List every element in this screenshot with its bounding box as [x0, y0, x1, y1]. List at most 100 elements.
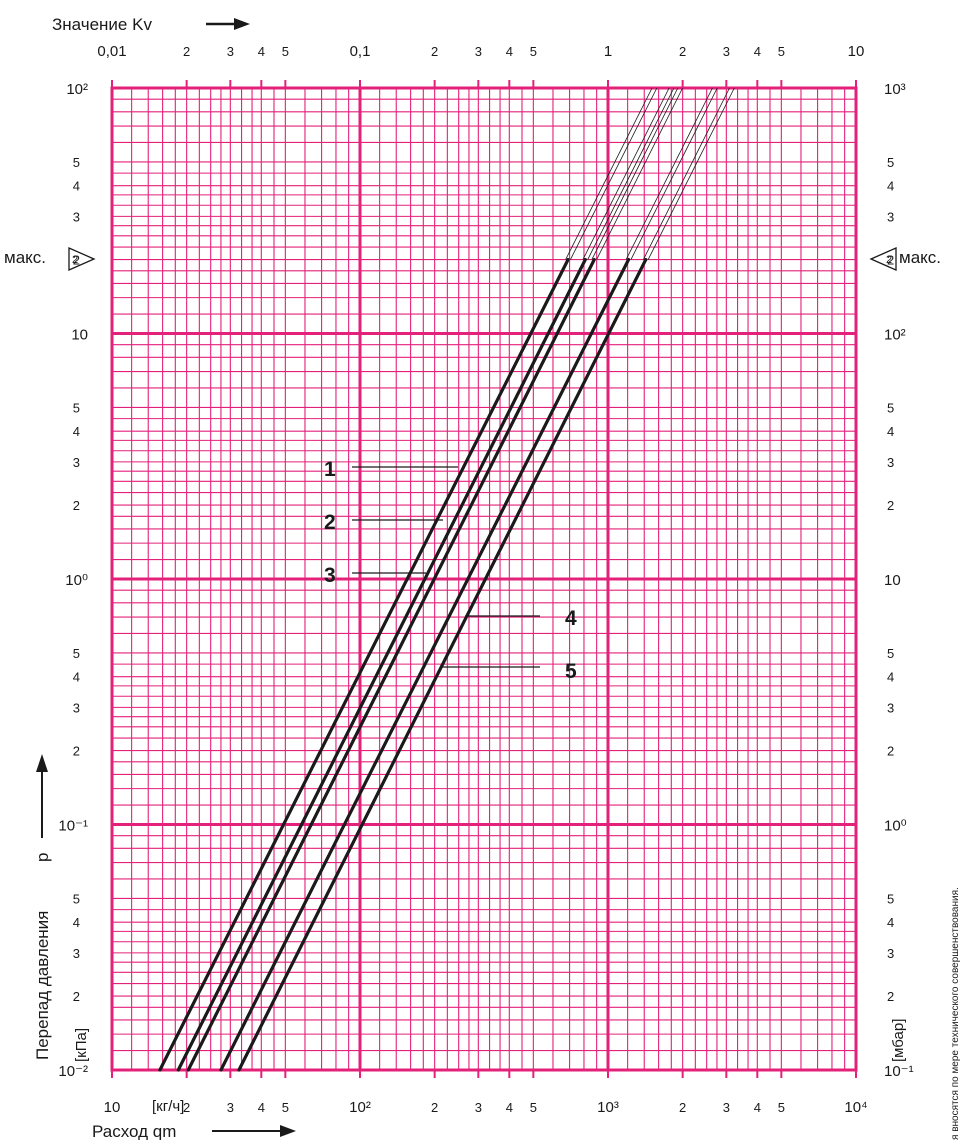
- top-tick-major-2: 1: [604, 43, 612, 60]
- top-tick-minor--2-3: 5: [282, 44, 289, 59]
- left-tick-minor-0-0: 2: [73, 498, 80, 513]
- top-tick-minor-0-3: 5: [778, 44, 785, 59]
- curve-line-1: [158, 257, 570, 1072]
- bottom-axis-arrow-icon: [212, 1125, 296, 1137]
- left-tick-major-0: 10⁻²: [58, 1063, 88, 1080]
- left-tick-minor--1-0: 2: [73, 744, 80, 759]
- left-tick-minor--2-2: 4: [73, 915, 80, 930]
- max-symbol-left: 2: [72, 254, 78, 266]
- bottom-tick-minor-2-2: 4: [506, 1100, 513, 1115]
- bottom-tick-minor-2-0: 2: [431, 1100, 438, 1115]
- curve-extension-b-1: [570, 87, 658, 260]
- top-tick-minor--2-2: 4: [258, 44, 265, 59]
- curve-label-4: 4: [565, 607, 577, 630]
- max-triangle-right-icon: [869, 247, 897, 271]
- right-tick-minor-1-3: 5: [887, 400, 894, 415]
- left-axis-title: Перепад давления: [33, 911, 52, 1060]
- left-tick-major-4: 10²: [66, 81, 88, 98]
- right-tick-minor-2-0: 2: [887, 253, 894, 268]
- left-tick-minor--1-2: 4: [73, 670, 80, 685]
- top-tick-major-0: 0,01: [97, 43, 126, 60]
- curve-label-2: 2: [324, 511, 336, 534]
- right-tick-minor-2-1: 3: [887, 209, 894, 224]
- right-tick-minor-0-0: 2: [887, 744, 894, 759]
- left-axis-symbol: p: [33, 853, 52, 862]
- right-tick-minor-0-2: 4: [887, 670, 894, 685]
- curves: [158, 87, 735, 1072]
- top-tick-major-1: 0,1: [350, 43, 371, 60]
- top-tick-minor-0-1: 3: [723, 44, 730, 59]
- curve-extension-a-5: [643, 87, 730, 260]
- bottom-tick-major-2: 10³: [597, 1099, 619, 1116]
- top-tick-major-3: 10: [848, 43, 865, 60]
- left-tick-minor-0-3: 5: [73, 400, 80, 415]
- curve-label-1: 1: [324, 458, 336, 481]
- left-tick-minor--2-1: 3: [73, 946, 80, 961]
- right-tick-minor-2-2: 4: [887, 179, 894, 194]
- bottom-tick-minor-2-3: 5: [530, 1100, 537, 1115]
- curve-label-3: 3: [324, 564, 336, 587]
- tick-labels: 0,01 0,1 1 10 2 3 4 5 2 3 4 5 2 3 4 5 10 10² 10³ 10⁴ 2 3 4 5 2 3 4…: [58, 43, 913, 1116]
- curve-label-5: 5: [565, 660, 577, 683]
- max-label-right: макс.: [899, 248, 941, 267]
- curve-extension-a-1: [565, 87, 653, 260]
- left-tick-major-2: 10⁰: [65, 572, 88, 589]
- right-tick-major-4: 10³: [884, 81, 906, 98]
- side-note: я вносятся по мере технического совершен…: [950, 887, 961, 1140]
- bottom-tick-minor-2-1: 3: [475, 1100, 482, 1115]
- right-tick-minor-2-3: 5: [887, 155, 894, 170]
- curve-line-3: [186, 257, 596, 1072]
- bottom-tick-minor-1-3: 5: [282, 1100, 289, 1115]
- bottom-tick-minor-3-1: 3: [723, 1100, 730, 1115]
- left-tick-minor-1-3: 5: [73, 155, 80, 170]
- right-axis-unit: [мбар]: [890, 1019, 907, 1062]
- left-tick-major-3: 10: [71, 327, 88, 344]
- curve-extension-b-2: [587, 87, 675, 260]
- bottom-tick-minor-1-0: 2: [183, 1100, 190, 1115]
- right-tick-minor--1-3: 5: [887, 891, 894, 906]
- curve-extension-a-4: [625, 87, 713, 260]
- bottom-tick-minor-1-1: 3: [227, 1100, 234, 1115]
- bottom-tick-minor-3-0: 2: [679, 1100, 686, 1115]
- left-tick-minor--1-1: 3: [73, 700, 80, 715]
- left-tick-minor--1-3: 5: [73, 646, 80, 661]
- left-tick-minor--2-0: 2: [73, 989, 80, 1004]
- bottom-tick-minor-1-2: 4: [258, 1100, 265, 1115]
- bottom-axis-unit: [кг/ч]: [152, 1098, 184, 1115]
- right-tick-major-1: 10⁰: [884, 818, 907, 835]
- bottom-axis-title: Расход qm: [92, 1122, 176, 1140]
- bottom-tick-major-3: 10⁴: [844, 1099, 867, 1116]
- right-tick-minor-1-0: 2: [887, 498, 894, 513]
- top-tick-minor--1-1: 3: [475, 44, 482, 59]
- curve-line-5: [237, 257, 648, 1072]
- left-tick-minor--2-3: 5: [73, 891, 80, 906]
- max-triangle-left-icon: [68, 247, 96, 271]
- curve-extension-a-3: [591, 87, 679, 260]
- left-tick-minor-1-1: 3: [73, 209, 80, 224]
- right-tick-major-0: 10⁻¹: [884, 1063, 914, 1080]
- curve-extension-b-5: [647, 87, 735, 260]
- top-tick-minor-0-0: 2: [679, 44, 686, 59]
- plot-frame: [110, 86, 858, 1072]
- top-tick-minor--1-0: 2: [431, 44, 438, 59]
- right-tick-minor--1-1: 3: [887, 946, 894, 961]
- right-tick-major-3: 10²: [884, 327, 906, 344]
- right-tick-minor-1-2: 4: [887, 424, 894, 439]
- right-tick-minor--1-2: 4: [887, 915, 894, 930]
- max-symbol-right: 2: [886, 254, 892, 266]
- max-label-left: макс.: [4, 248, 46, 267]
- right-tick-minor-1-1: 3: [887, 455, 894, 470]
- right-tick-minor--1-0: 2: [887, 989, 894, 1004]
- top-tick-minor--1-3: 5: [530, 44, 537, 59]
- right-tick-major-2: 10: [884, 572, 901, 589]
- right-tick-minor-0-1: 3: [887, 700, 894, 715]
- grid: [110, 80, 858, 1078]
- top-axis-arrow-icon: [206, 18, 250, 30]
- left-tick-minor-1-2: 4: [73, 179, 80, 194]
- labels: Значение Kv Расход qm [кг/ч] Перепад дав…: [4, 15, 961, 1140]
- top-tick-minor--2-1: 3: [227, 44, 234, 59]
- right-tick-minor-0-3: 5: [887, 646, 894, 661]
- curve-line-4: [219, 257, 631, 1072]
- curve-extension-b-4: [630, 87, 718, 260]
